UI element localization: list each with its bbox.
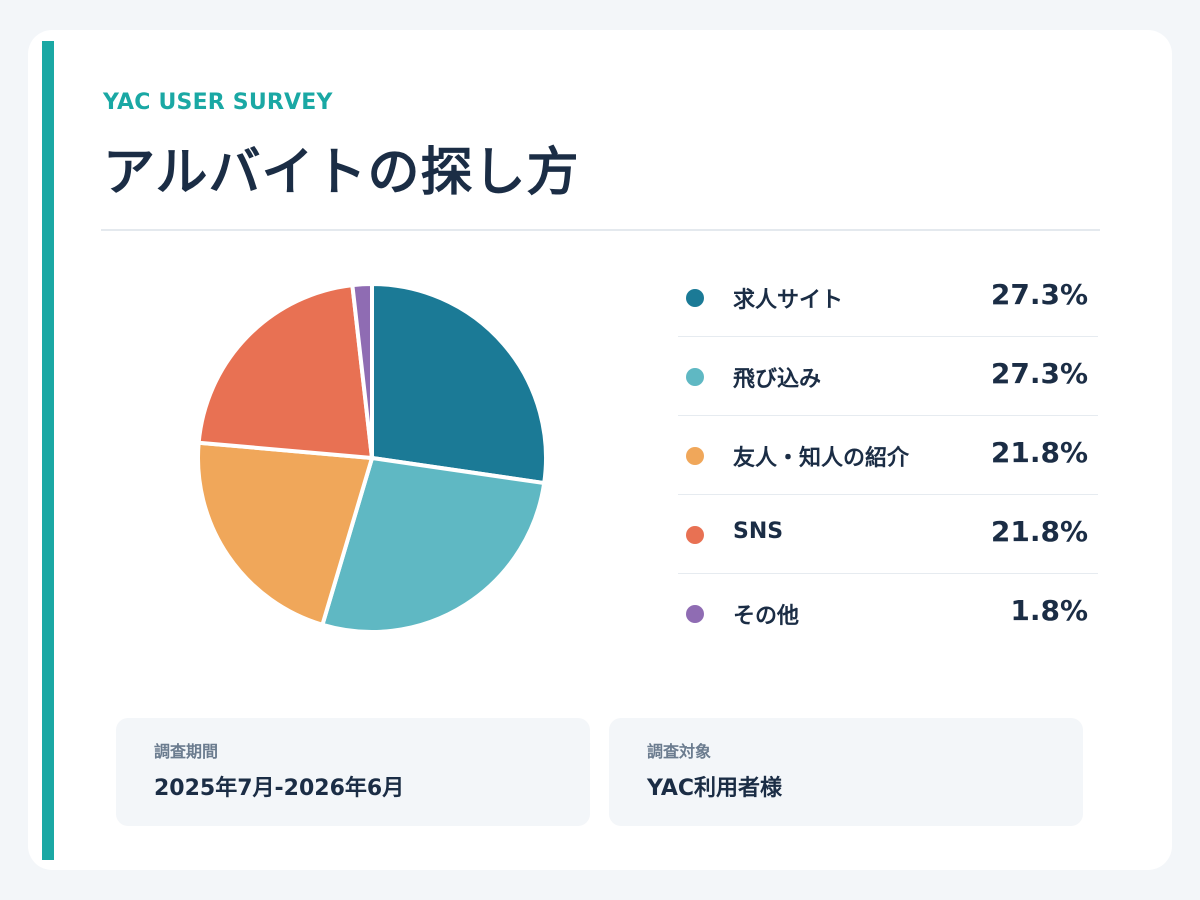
legend-swatch [686, 368, 704, 386]
legend-value: 21.8% [990, 515, 1088, 548]
pie-slice [320, 456, 547, 634]
survey-period-label: 調査期間 [154, 742, 219, 761]
legend-label: 求人サイト [733, 288, 844, 313]
survey-target-value: YAC利用者様 [647, 776, 782, 801]
eyebrow-label: YAC USER SURVEY [103, 90, 333, 115]
legend-item: SNS 21.8% [678, 495, 1098, 574]
pie-slice [196, 283, 374, 460]
chart-legend: 求人サイト 27.3% 飛び込み 27.3% 友人・知人の紹介 21.8% SNS 21.8%… [678, 258, 1098, 652]
legend-item: 飛び込み 27.3% [678, 337, 1098, 416]
pie-slice [350, 281, 374, 460]
page-title: アルバイトの探し方 [103, 143, 580, 203]
legend-label: 飛び込み [733, 367, 822, 392]
legend-swatch [686, 447, 704, 465]
legend-swatch [686, 526, 704, 544]
legend-item: その他 1.8% [678, 574, 1098, 652]
survey-period-box: 調査期間 2025年7月-2026年6月 [116, 718, 590, 826]
survey-period-value: 2025年7月-2026年6月 [154, 776, 405, 801]
legend-swatch [686, 289, 704, 307]
header-divider [101, 229, 1100, 231]
legend-swatch [686, 605, 704, 623]
legend-label: その他 [733, 604, 800, 629]
legend-value: 27.3% [990, 357, 1088, 390]
survey-target-label: 調査対象 [647, 742, 712, 761]
accent-bar [42, 41, 54, 860]
survey-card: YAC USER SURVEY アルバイトの探し方 求人サイト 27.3% 飛び込み… [28, 30, 1172, 870]
legend-item: 求人サイト 27.3% [678, 258, 1098, 337]
legend-value: 21.8% [990, 436, 1088, 469]
survey-target-box: 調査対象 YAC利用者様 [609, 718, 1083, 826]
legend-label: 友人・知人の紹介 [733, 446, 910, 471]
pie-chart [196, 281, 548, 634]
pie-slice [196, 440, 374, 627]
legend-label: SNS [733, 519, 784, 544]
legend-value: 27.3% [990, 278, 1088, 311]
pie-slice [370, 282, 548, 486]
legend-value: 1.8% [1010, 594, 1088, 627]
legend-item: 友人・知人の紹介 21.8% [678, 416, 1098, 495]
